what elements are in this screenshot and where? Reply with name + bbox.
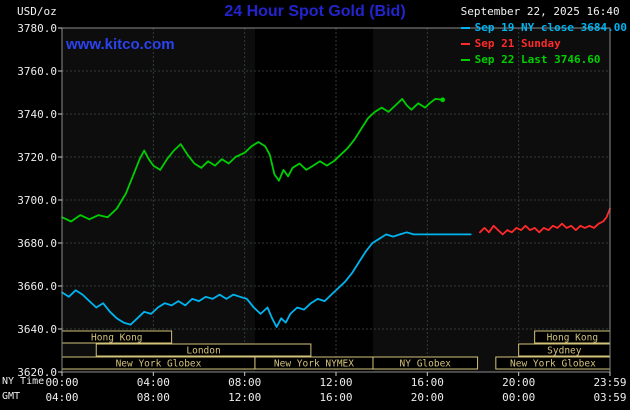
y-axis-label: 3740.0 xyxy=(17,108,57,121)
legend-label: Sep 22 Last 3746.60 xyxy=(474,53,601,66)
x-axis-label-ny: 04:00 xyxy=(136,376,170,389)
x-axis-label-gmt: 12:00 xyxy=(228,391,262,404)
y-axis-label: 3660.0 xyxy=(17,280,57,293)
units-label: USD/oz xyxy=(17,5,57,18)
session-label: London xyxy=(186,346,220,357)
session-label: New York Globex xyxy=(116,359,202,370)
x-axis-label-ny: 16:00 xyxy=(410,376,444,389)
legend-label: Sep 19 NY close 3684.00 xyxy=(474,21,627,34)
legend-item-sep21: Sep 21 Sunday xyxy=(460,36,627,52)
ny-time-axis-label: NY Time xyxy=(2,376,45,387)
y-axis-label: 3780.0 xyxy=(17,22,57,35)
session-label: NY Globex xyxy=(400,359,452,370)
x-axis-label-ny: 08:00 xyxy=(228,376,262,389)
x-axis-label-gmt: 20:00 xyxy=(410,391,444,404)
session-box xyxy=(95,343,312,357)
y-axis-label: 3620.0 xyxy=(17,366,57,379)
legend-line-icon xyxy=(460,59,470,61)
y-axis-label: 3700.0 xyxy=(17,194,57,207)
legend-line-icon xyxy=(460,27,470,29)
legend-item-sep22: Sep 22 Last 3746.60 xyxy=(460,52,627,68)
page-title: 24 Hour Spot Gold (Bid) xyxy=(224,3,406,20)
price-line xyxy=(61,231,472,328)
legend-item-sep19: Sep 19 NY close 3684.00 xyxy=(460,20,627,36)
y-axis-label: 3640.0 xyxy=(17,323,57,336)
session-label: New York Globex xyxy=(510,359,596,370)
session-label: Hong Kong xyxy=(91,333,142,344)
gmt-axis-label: GMT xyxy=(2,391,21,402)
x-axis-label-gmt: 08:00 xyxy=(136,391,170,404)
x-axis-label-ny: 20:00 xyxy=(502,376,536,389)
last-price-dot xyxy=(440,97,446,103)
session-label: New York NYMEX xyxy=(274,359,354,370)
datetime-label: September 22, 2025 16:40 xyxy=(460,5,620,18)
y-axis-label: 3720.0 xyxy=(17,151,57,164)
session-label: Sydney xyxy=(547,346,582,357)
kitco-link[interactable]: www.kitco.com xyxy=(66,36,175,53)
session-label: Hong Kong xyxy=(547,333,598,344)
price-line xyxy=(61,98,444,223)
x-axis-label-gmt: 00:00 xyxy=(502,391,536,404)
y-axis-label: 3680.0 xyxy=(17,237,57,250)
x-axis-label-gmt: 16:00 xyxy=(319,391,353,404)
x-axis-label-gmt: 04:00 xyxy=(45,391,79,404)
x-axis-label-ny: 00:00 xyxy=(45,376,79,389)
session-box xyxy=(372,356,479,370)
price-line xyxy=(478,207,611,236)
legend-line-icon xyxy=(460,43,470,45)
x-axis-label-ny: 12:00 xyxy=(319,376,353,389)
x-axis-label-gmt: 03:59 xyxy=(593,391,627,404)
y-axis-label: 3760.0 xyxy=(17,65,57,78)
legend-label: Sep 21 Sunday xyxy=(474,37,561,50)
x-axis-label-ny: 23:59 xyxy=(593,376,627,389)
header-right-block: September 22, 2025 16:40 Sep 19 NY close… xyxy=(460,5,627,68)
